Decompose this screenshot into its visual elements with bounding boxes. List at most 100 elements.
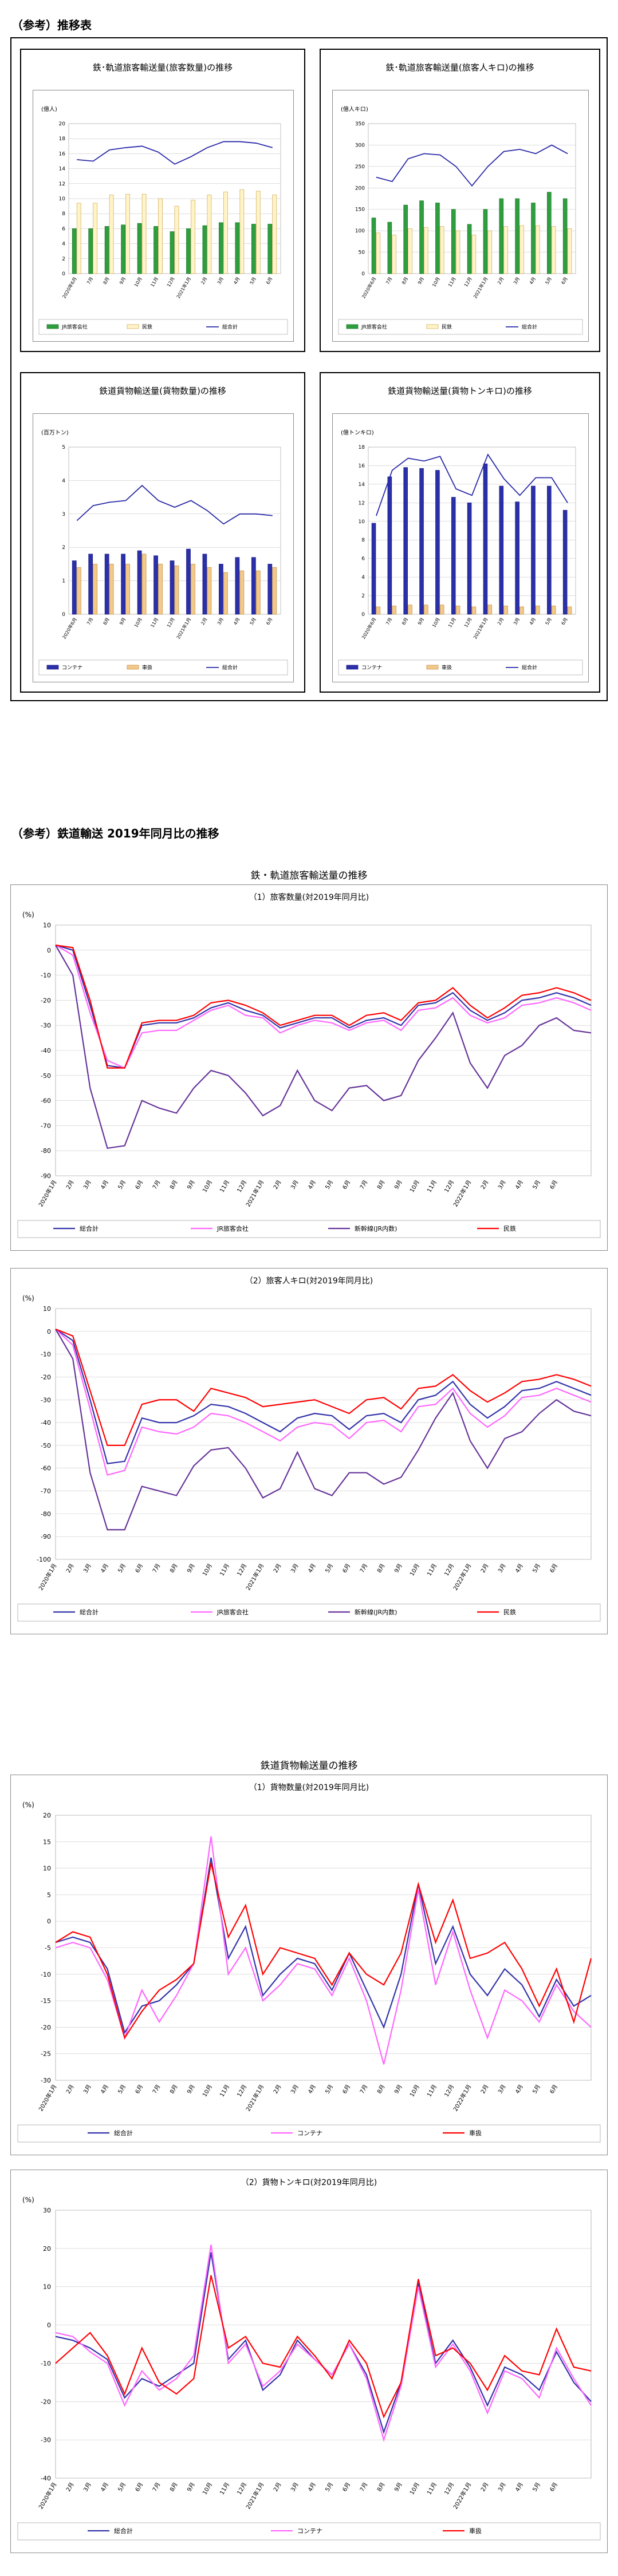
x-tick-label: 5月 xyxy=(545,276,553,286)
x-tick-label: 12月 xyxy=(236,2482,249,2496)
x-tick-label: 8月 xyxy=(376,2482,387,2493)
y-tick-label: -50 xyxy=(41,1072,51,1080)
x-tick-label: 2月 xyxy=(479,2084,490,2095)
x-tick-label: 8月 xyxy=(376,1563,387,1574)
x-tick-label: 5月 xyxy=(532,2084,542,2095)
bar xyxy=(121,554,126,615)
x-tick-label: 7月 xyxy=(385,617,393,626)
y-tick-label: -5 xyxy=(45,1945,51,1952)
bar xyxy=(251,224,256,274)
y-tick-label: 10 xyxy=(43,922,51,929)
x-tick-label: 3月 xyxy=(217,617,225,626)
bar xyxy=(76,203,81,274)
series-line-total xyxy=(55,944,592,1069)
x-tick-label: 6月 xyxy=(549,1563,560,1574)
chart-title: （1）貨物数量(対2019年同月比) xyxy=(249,1783,369,1792)
x-tick-label: 2020年1月 xyxy=(37,1179,58,1208)
bar xyxy=(562,198,568,274)
series-line-total xyxy=(77,141,273,165)
x-tick-label: 8月 xyxy=(168,2084,179,2095)
x-tick-label: 6月 xyxy=(560,617,568,626)
chart-title: （2）旅客人キロ(対2019年同月比) xyxy=(245,1276,373,1286)
bar xyxy=(255,570,261,615)
chart-passenger-count-box: 鉄･軌道旅客輸送量(旅客数量)の推移 (億人) 0 2 4 6 8 10 12 14 16 18 20… xyxy=(20,49,305,352)
bar xyxy=(371,218,376,274)
bar xyxy=(547,192,552,274)
series-line-container xyxy=(55,1836,592,2065)
bar xyxy=(76,567,81,615)
bar xyxy=(551,226,556,274)
series-line-sha xyxy=(55,2275,592,2419)
x-tick-label: 8月 xyxy=(168,1563,179,1574)
y-tick-label: -60 xyxy=(41,1097,51,1105)
y-tick-label: -10 xyxy=(41,972,51,979)
y-tick-label: 14 xyxy=(359,482,365,488)
x-tick-label: 10月 xyxy=(408,2084,421,2099)
x-tick-label: 9月 xyxy=(119,617,127,626)
bar xyxy=(219,563,223,615)
y-tick-label: -10 xyxy=(41,1351,51,1358)
x-tick-label: 2月 xyxy=(479,2482,490,2493)
x-tick-label: 9月 xyxy=(186,2482,196,2493)
x-tick-label: 8月 xyxy=(401,276,409,286)
y-tick-label: -30 xyxy=(41,1396,51,1404)
x-tick-label: 12月 xyxy=(236,1563,249,1578)
x-tick-label: 3月 xyxy=(497,2482,507,2493)
y-tick-label: 8 xyxy=(361,538,365,543)
x-tick-label: 2021年1月 xyxy=(472,276,489,299)
bar xyxy=(547,485,552,615)
legend-label: 総合計 xyxy=(80,1608,99,1616)
y-tick-label: 18 xyxy=(59,136,66,142)
bar xyxy=(419,468,424,615)
y-tick-label: 14 xyxy=(59,167,66,172)
legend-label: 民鉄 xyxy=(503,1224,516,1232)
x-tick-label: 2020年6月 xyxy=(61,276,78,299)
x-tick-label: 7月 xyxy=(151,2482,162,2493)
series-line-jr xyxy=(55,945,592,1069)
y-tick-label: 0 xyxy=(47,2322,51,2329)
legend-label: コンテナ xyxy=(297,2527,322,2535)
bar xyxy=(158,563,163,615)
legend-label: 車扱 xyxy=(469,2527,482,2535)
bar xyxy=(104,554,109,615)
bar xyxy=(435,203,440,274)
bar xyxy=(467,502,472,615)
bar xyxy=(93,563,98,615)
bar xyxy=(272,567,277,615)
x-tick-label: 6月 xyxy=(549,2482,560,2493)
legend-frame xyxy=(17,1603,601,1622)
x-tick-label: 7月 xyxy=(359,2084,369,2095)
series-line-private xyxy=(55,1328,592,1447)
y-tick-label: 0 xyxy=(62,271,65,277)
x-tick-label: 8月 xyxy=(168,2482,179,2493)
x-tick-label: 2月 xyxy=(479,1179,490,1191)
bar xyxy=(535,225,540,274)
legend-swatch xyxy=(426,665,439,670)
bar xyxy=(170,560,175,615)
series-line-container xyxy=(55,2245,592,2442)
x-tick-label: 3月 xyxy=(289,2084,300,2095)
bar xyxy=(451,209,456,274)
bar xyxy=(455,230,460,274)
x-tick-label: 12月 xyxy=(443,1179,456,1194)
x-tick-label: 5月 xyxy=(545,617,553,626)
y-tick-label: -70 xyxy=(41,1122,51,1129)
y-tick-label: -20 xyxy=(41,2398,51,2405)
y-tick-label: 250 xyxy=(355,164,365,170)
legend-frame xyxy=(38,659,288,675)
x-tick-label: 6月 xyxy=(265,617,273,626)
y-tick-label: 1 xyxy=(62,579,65,584)
plot-frame xyxy=(368,447,576,615)
x-tick-label: 5月 xyxy=(324,2482,335,2493)
x-tick-label: 9月 xyxy=(119,276,127,286)
x-tick-label: 7月 xyxy=(86,617,94,626)
x-tick-label: 7月 xyxy=(151,1179,162,1191)
y-tick-label: -25 xyxy=(41,2050,51,2058)
bar xyxy=(125,563,130,615)
legend-label: 新幹線(JR内数) xyxy=(355,1608,397,1616)
bar xyxy=(499,198,504,274)
x-tick-label: 5月 xyxy=(117,2084,128,2095)
x-tick-label: 9月 xyxy=(417,276,425,286)
y-tick-label: -40 xyxy=(41,1047,51,1054)
bar xyxy=(531,485,536,615)
